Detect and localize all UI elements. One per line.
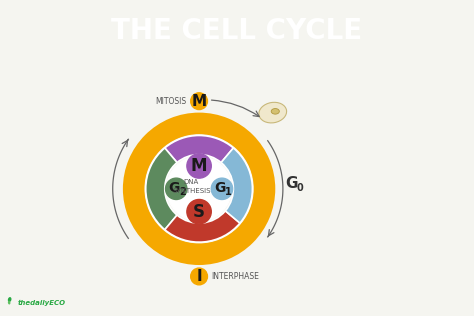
Ellipse shape [8, 297, 11, 302]
Text: 1: 1 [225, 187, 231, 197]
Ellipse shape [8, 301, 10, 305]
Circle shape [167, 156, 231, 221]
Circle shape [187, 199, 211, 224]
Text: M: M [191, 94, 207, 109]
Text: M: M [191, 157, 207, 175]
Circle shape [211, 178, 233, 199]
Text: MITOSIS: MITOSIS [155, 97, 186, 106]
Text: S: S [193, 203, 205, 221]
Wedge shape [123, 112, 275, 265]
Text: thedailyECO: thedailyECO [18, 300, 66, 306]
Circle shape [165, 178, 187, 199]
Circle shape [191, 93, 208, 110]
Ellipse shape [259, 102, 287, 123]
Text: DNA
SYNTHESIS: DNA SYNTHESIS [172, 179, 211, 193]
Text: 2: 2 [179, 187, 186, 197]
Text: THE CELL CYCLE: THE CELL CYCLE [111, 17, 363, 45]
Wedge shape [221, 148, 253, 223]
Text: I: I [196, 269, 202, 284]
Wedge shape [165, 136, 233, 162]
Text: 0: 0 [297, 183, 303, 192]
Text: INTERPHASE: INTERPHASE [211, 272, 259, 281]
Wedge shape [146, 148, 177, 230]
Text: G: G [168, 181, 180, 195]
Circle shape [191, 268, 208, 285]
Wedge shape [165, 211, 240, 242]
Circle shape [187, 154, 211, 178]
Ellipse shape [271, 109, 279, 114]
Text: G: G [214, 181, 226, 195]
Text: G: G [285, 176, 298, 191]
